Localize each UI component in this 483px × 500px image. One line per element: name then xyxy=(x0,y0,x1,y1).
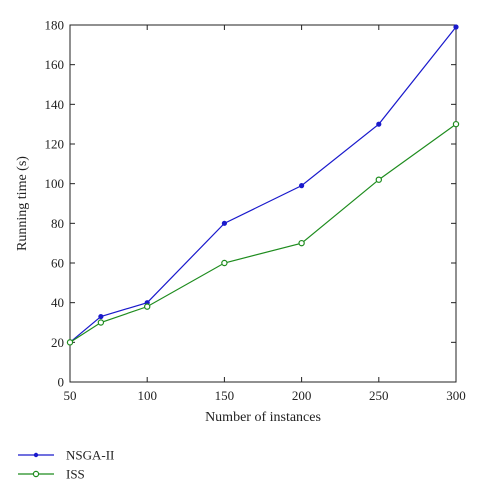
y-tick-label: 80 xyxy=(51,216,64,231)
x-tick-label: 100 xyxy=(137,388,157,403)
x-axis-label: Number of instances xyxy=(205,410,321,425)
y-tick-label: 40 xyxy=(51,295,64,310)
y-axis-label: Running time (s) xyxy=(15,156,30,251)
series-line-iss xyxy=(69,123,457,343)
data-point-iss xyxy=(97,319,105,326)
series-layer xyxy=(66,24,460,346)
data-point-nsga-ii xyxy=(376,121,382,127)
x-tick-label: 200 xyxy=(292,388,312,403)
series-line-nsga-ii xyxy=(69,26,457,343)
data-point-nsga-ii xyxy=(98,313,104,320)
y-tick-label: 120 xyxy=(45,137,65,152)
legend-label-nsga-ii: NSGA-II xyxy=(66,448,114,463)
data-point-iss xyxy=(375,176,382,183)
axis-ticks: 50 100 150 200 250 300 0 20 40 60 80 100 120 140 160 18… xyxy=(45,18,466,404)
y-tick-label: 140 xyxy=(45,97,65,112)
x-tick-label: 150 xyxy=(215,388,235,403)
y-tick-label: 100 xyxy=(45,176,65,191)
legend-marker-nsga-ii xyxy=(33,452,39,458)
data-point-iss xyxy=(66,339,74,346)
legend-item-nsga-ii: NSGA-II xyxy=(18,448,114,463)
plot-axes: 50 100 150 200 250 300 0 20 40 60 80 100 120 140 160 18… xyxy=(45,18,466,404)
x-tick-label: 300 xyxy=(446,388,466,403)
legend: NSGA-II ISS xyxy=(18,448,114,482)
y-tick-label: 180 xyxy=(45,18,65,33)
data-point-iss xyxy=(298,239,305,247)
x-tick-label: 50 xyxy=(64,388,77,403)
legend-item-iss: ISS xyxy=(18,467,85,482)
data-point-nsga-ii xyxy=(298,183,305,189)
data-point-nsga-ii xyxy=(453,24,459,30)
series-iss xyxy=(66,120,460,346)
plot-frame xyxy=(69,24,457,383)
legend-label-iss: ISS xyxy=(66,467,85,482)
series-nsga-ii xyxy=(67,24,459,345)
data-point-iss xyxy=(143,303,151,310)
x-tick-label: 250 xyxy=(369,388,389,403)
data-point-iss xyxy=(221,259,228,267)
y-tick-label: 0 xyxy=(58,375,65,390)
y-tick-label: 20 xyxy=(51,335,64,350)
data-point-iss xyxy=(452,120,460,128)
data-point-nsga-ii xyxy=(221,220,227,226)
y-tick-label: 160 xyxy=(45,57,65,72)
legend-marker-iss xyxy=(32,470,40,478)
y-tick-label: 60 xyxy=(51,256,64,271)
